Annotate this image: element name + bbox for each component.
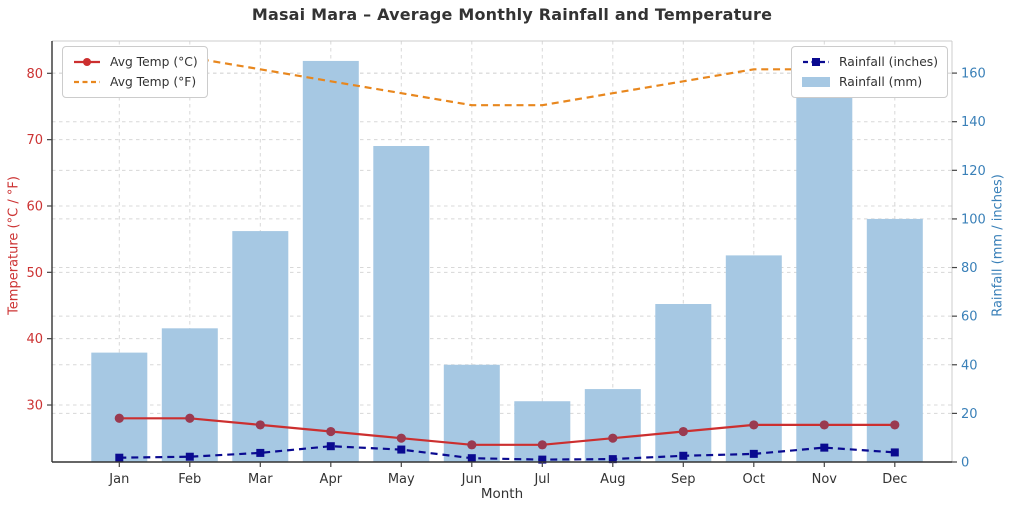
svg-text:Feb: Feb xyxy=(178,472,201,487)
legend-item-avg-temp-c: Avg Temp (°C) xyxy=(72,52,198,72)
chart-title: Masai Mara – Average Monthly Rainfall an… xyxy=(251,5,773,24)
svg-text:Mar: Mar xyxy=(248,472,273,487)
legend-item-rainfall-mm: Rainfall (mm) xyxy=(801,72,938,92)
svg-text:Jan: Jan xyxy=(108,472,129,487)
svg-text:120: 120 xyxy=(961,164,986,179)
svg-text:Jun: Jun xyxy=(461,472,482,487)
svg-text:Dec: Dec xyxy=(882,472,907,487)
svg-text:140: 140 xyxy=(961,115,986,130)
right-axis-label: Rainfall (mm / inches) xyxy=(990,174,1006,317)
svg-text:100: 100 xyxy=(961,212,986,227)
sample-rain-in-marker xyxy=(812,58,821,66)
rain-inches-line-sample-icon xyxy=(803,58,830,66)
svg-text:30: 30 xyxy=(26,399,43,414)
legend-label-rainfall-mm: Rainfall (mm) xyxy=(839,75,923,89)
svg-text:Aug: Aug xyxy=(600,472,625,487)
temp-c-line-sample-icon xyxy=(74,58,100,66)
legend-label-avg-temp-f: Avg Temp (°F) xyxy=(110,75,197,89)
svg-text:80: 80 xyxy=(961,261,978,276)
legend-rainfall: Rainfall (inches) Rainfall (mm) xyxy=(791,46,948,98)
svg-text:Apr: Apr xyxy=(320,472,343,487)
legend-item-avg-temp-f: Avg Temp (°F) xyxy=(72,72,198,92)
legend-item-rainfall-inches: Rainfall (inches) xyxy=(801,52,938,72)
svg-text:0: 0 xyxy=(961,456,969,471)
rain-mm-swatch-icon xyxy=(802,77,831,87)
svg-text:60: 60 xyxy=(961,310,978,325)
svg-text:80: 80 xyxy=(26,67,43,82)
sample-rain-mm-swatch xyxy=(802,77,831,87)
legend-temperature: Avg Temp (°C) Avg Temp (°F) xyxy=(62,46,208,98)
svg-text:Nov: Nov xyxy=(812,472,838,487)
svg-text:60: 60 xyxy=(26,199,43,214)
svg-text:70: 70 xyxy=(26,133,43,148)
left-axis-label: Temperature (°C / °F) xyxy=(6,176,22,315)
sample-temp-c-marker xyxy=(83,58,91,66)
svg-text:Oct: Oct xyxy=(743,472,765,487)
svg-text:20: 20 xyxy=(961,407,978,422)
legend-label-avg-temp-c: Avg Temp (°C) xyxy=(110,55,198,69)
temp-f-line-sample-icon xyxy=(74,80,100,84)
legend-label-rainfall-inches: Rainfall (inches) xyxy=(839,55,938,69)
svg-text:50: 50 xyxy=(26,266,43,281)
x-axis-label: Month xyxy=(480,486,524,502)
svg-text:May: May xyxy=(388,472,415,487)
svg-text:160: 160 xyxy=(961,67,986,82)
svg-text:40: 40 xyxy=(26,332,43,347)
svg-text:Sep: Sep xyxy=(671,472,696,487)
svg-text:40: 40 xyxy=(961,358,978,373)
svg-text:Jul: Jul xyxy=(533,472,550,487)
